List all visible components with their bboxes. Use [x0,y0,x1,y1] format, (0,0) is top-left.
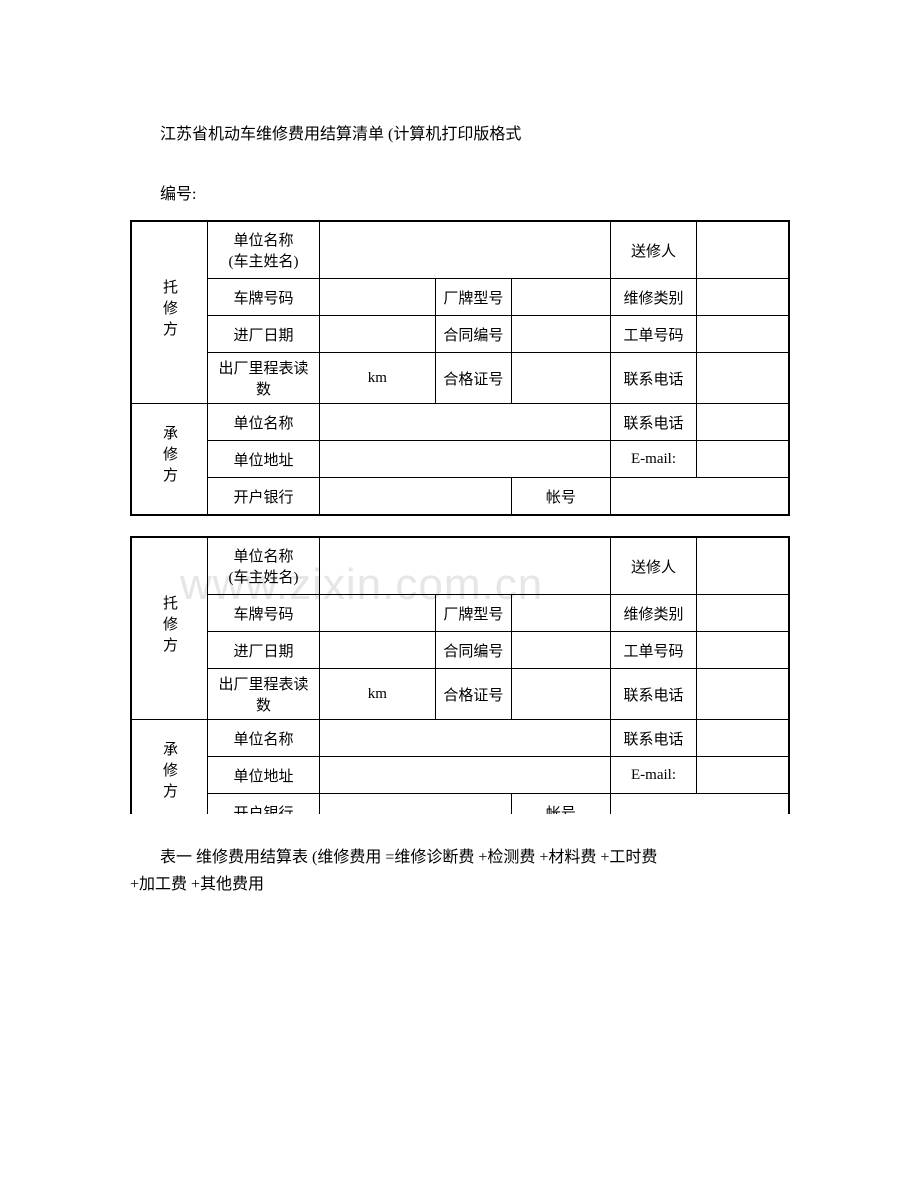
value-sender [697,221,789,279]
label-contract-no-2: 合同编号 [435,632,511,669]
label-unit-addr: 单位地址 [208,441,320,478]
value-repair-type [697,279,789,316]
value-account [610,478,789,516]
label-brand-model-2: 厂牌型号 [435,595,511,632]
value-contact-phone-4 [697,720,789,757]
label-bank: 开户银行 [208,478,320,516]
value-work-order-no-2 [697,632,789,669]
value-contract-no-2 [512,632,611,669]
label-plate-no-2: 车牌号码 [208,595,320,632]
label-odometer: 出厂里程表读数 [208,353,320,404]
value-email-2 [697,757,789,794]
value-contract-no [512,316,611,353]
label-unit-name-3: 单位名称 [208,720,320,757]
form-table-2-clip: 托修方 单位名称(车主姓名) 送修人 车牌号码 厂牌型号 维修类别 [130,536,790,814]
value-sender-2 [697,537,789,595]
value-unit-addr [320,441,611,478]
label-sender-2: 送修人 [610,537,697,595]
value-odometer-2: km [320,669,436,720]
label-bank-2: 开户银行 [208,794,320,815]
value-cert-no [512,353,611,404]
label-plate-no: 车牌号码 [208,279,320,316]
value-unit-name-owner [320,221,611,279]
label-unit-name-owner: 单位名称(车主姓名) [208,221,320,279]
label-contract-no: 合同编号 [435,316,511,353]
form-table-1: 托修方 单位名称(车主姓名) 送修人 车牌号码 厂牌型号 维修类别 进厂日期 合… [130,220,790,516]
value-odometer: km [320,353,436,404]
label-work-order-no-2: 工单号码 [610,632,697,669]
value-bank [320,478,512,516]
value-in-date-2 [320,632,436,669]
section-label-tuo-2: 托修方 [131,537,208,720]
footer-line-2: +加工费 +其他费用 [130,871,790,898]
label-cert-no: 合格证号 [435,353,511,404]
label-work-order-no: 工单号码 [610,316,697,353]
section-label-tuo: 托修方 [131,221,208,404]
value-brand-model-2 [512,595,611,632]
form-table-2: 托修方 单位名称(车主姓名) 送修人 车牌号码 厂牌型号 维修类别 [130,536,790,814]
label-contact-phone-1: 联系电话 [610,353,697,404]
label-sender: 送修人 [610,221,697,279]
label-account-2: 帐号 [512,794,611,815]
label-unit-addr-2: 单位地址 [208,757,320,794]
label-account: 帐号 [512,478,611,516]
label-email: E-mail: [610,441,697,478]
section-label-cheng-2: 承修方 [131,720,208,815]
label-repair-type-2: 维修类别 [610,595,697,632]
value-repair-type-2 [697,595,789,632]
label-repair-type: 维修类别 [610,279,697,316]
value-bank-2 [320,794,512,815]
value-unit-addr-2 [320,757,611,794]
label-contact-phone-3: 联系电话 [610,669,697,720]
value-contact-phone-3 [697,669,789,720]
value-account-2 [610,794,789,815]
label-contact-phone-4: 联系电话 [610,720,697,757]
label-odometer-2: 出厂里程表读数 [208,669,320,720]
value-plate-no-2 [320,595,436,632]
value-in-date [320,316,436,353]
section-label-cheng: 承修方 [131,404,208,516]
value-work-order-no [697,316,789,353]
value-contact-phone-1 [697,353,789,404]
label-cert-no-2: 合格证号 [435,669,511,720]
value-unit-name-3 [320,720,611,757]
document-title: 江苏省机动车维修费用结算清单 (计算机打印版格式 [160,120,790,144]
label-in-date-2: 进厂日期 [208,632,320,669]
value-cert-no-2 [512,669,611,720]
value-unit-name-2 [320,404,611,441]
label-email-2: E-mail: [610,757,697,794]
label-unit-name-owner-2: 单位名称(车主姓名) [208,537,320,595]
value-contact-phone-2 [697,404,789,441]
value-email [697,441,789,478]
serial-number-label: 编号: [160,180,790,204]
footer-line-1: 表一 维修费用结算表 (维修费用 =维修诊断费 +检测费 +材料费 +工时费 [160,844,790,871]
label-brand-model: 厂牌型号 [435,279,511,316]
label-unit-name-2: 单位名称 [208,404,320,441]
value-unit-name-owner-2 [320,537,611,595]
label-in-date: 进厂日期 [208,316,320,353]
value-brand-model [512,279,611,316]
value-plate-no [320,279,436,316]
label-contact-phone-2: 联系电话 [610,404,697,441]
